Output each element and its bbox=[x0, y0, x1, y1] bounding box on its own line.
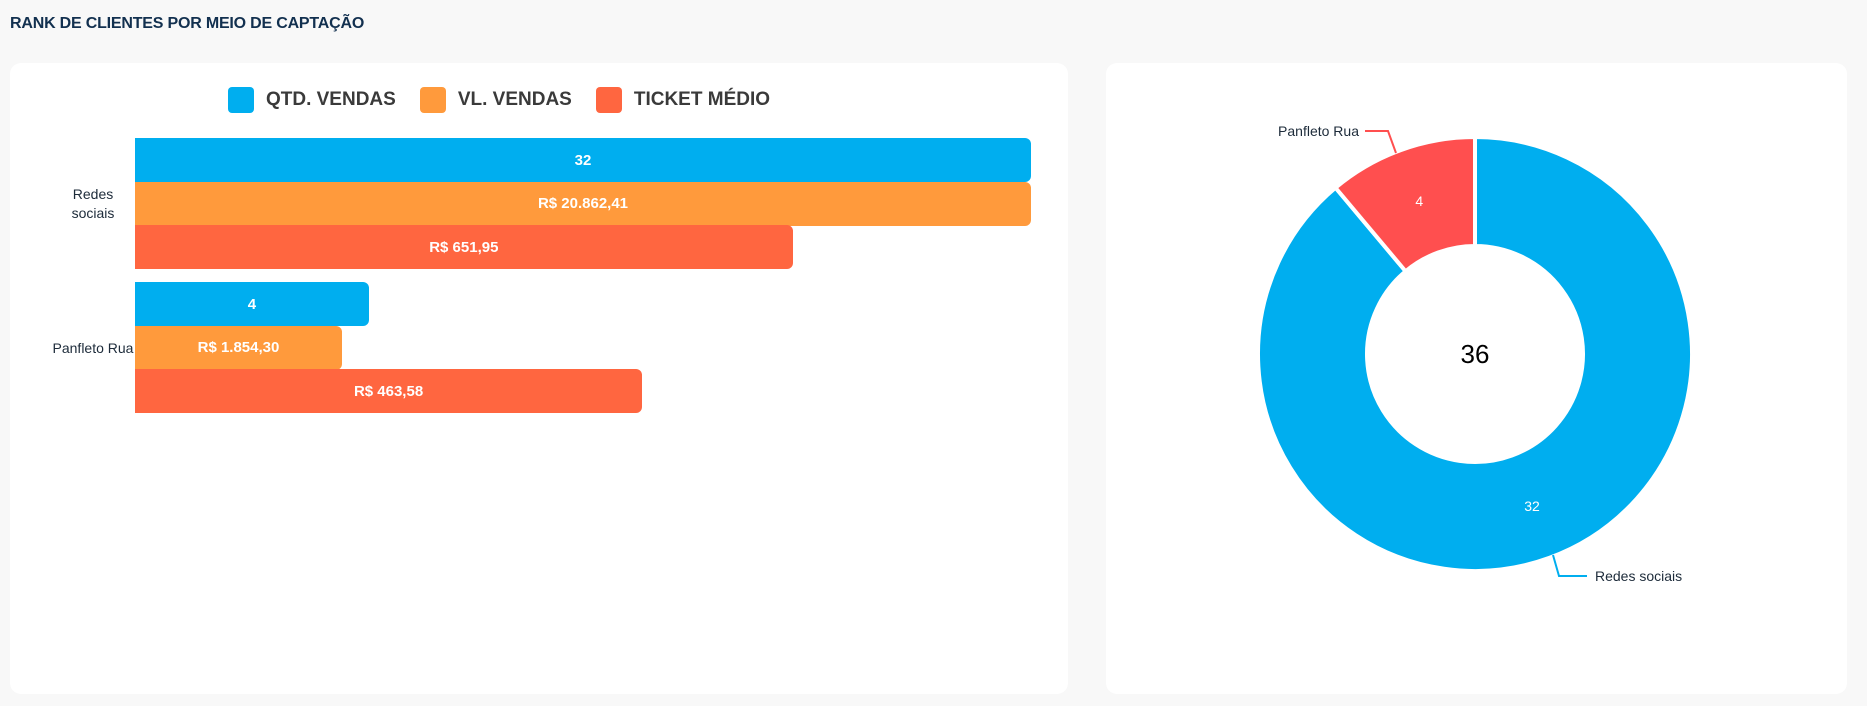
legend-label: VL. VENDAS bbox=[457, 89, 572, 110]
donut-chart-card: 32 4 Panfleto Rua Redes sociais 36 bbox=[1106, 63, 1847, 694]
category-label: Panfleto Rua bbox=[52, 339, 134, 356]
bar-legend: QTD. VENDAS VL. VENDAS TICKET MÉDIO bbox=[0, 87, 1028, 113]
bar[interactable]: R$ 1.854,30 bbox=[135, 325, 342, 370]
legend-label: TICKET MÉDIO bbox=[633, 89, 771, 110]
bar-value-label: R$ 463,58 bbox=[353, 382, 424, 400]
bar[interactable]: R$ 463,58 bbox=[135, 369, 643, 413]
legend-swatch bbox=[419, 87, 446, 113]
donut-chart: 32 4 Panfleto Rua Redes sociais 36 bbox=[1256, 123, 1694, 584]
leader-line bbox=[1365, 130, 1397, 154]
bar-value-label: 32 bbox=[574, 151, 592, 169]
slice-value-label: 32 bbox=[1524, 498, 1540, 514]
bar-value-label: R$ 1.854,30 bbox=[197, 339, 280, 356]
bar-value-label: R$ 20.862,41 bbox=[537, 195, 629, 212]
leader-line bbox=[1552, 554, 1587, 577]
bar[interactable]: 32 bbox=[135, 138, 1031, 182]
bar[interactable]: R$ 651,95 bbox=[135, 225, 793, 269]
donut-slice[interactable] bbox=[1256, 135, 1694, 573]
bar-value-label: 4 bbox=[247, 295, 257, 313]
legend-swatch bbox=[227, 87, 254, 113]
bar[interactable]: 4 bbox=[135, 282, 369, 326]
slice-value-label: 4 bbox=[1415, 193, 1423, 209]
bar-chart-card: QTD. VENDAS VL. VENDAS TICKET MÉDIO Rede… bbox=[10, 63, 1068, 694]
slice-name-label: Redes sociais bbox=[1595, 568, 1682, 584]
page-title: RANK DE CLIENTES POR MEIO DE CAPTAÇÃO bbox=[10, 15, 365, 32]
legend-item-vl-vendas[interactable]: VL. VENDAS bbox=[419, 87, 572, 113]
legend-swatch bbox=[595, 87, 622, 113]
donut-total-label: 36 bbox=[1461, 339, 1490, 369]
legend-item-ticket-medio[interactable]: TICKET MÉDIO bbox=[595, 87, 771, 113]
category-label: Redes sociais bbox=[71, 186, 115, 221]
bar[interactable]: R$ 20.862,41 bbox=[135, 181, 1031, 226]
legend-item-qtd-vendas[interactable]: QTD. VENDAS bbox=[227, 87, 396, 113]
donut-slice[interactable] bbox=[1333, 135, 1477, 274]
slice-name-label: Panfleto Rua bbox=[1278, 123, 1359, 139]
legend-label: QTD. VENDAS bbox=[265, 89, 396, 110]
bar-value-label: R$ 651,95 bbox=[429, 238, 499, 256]
